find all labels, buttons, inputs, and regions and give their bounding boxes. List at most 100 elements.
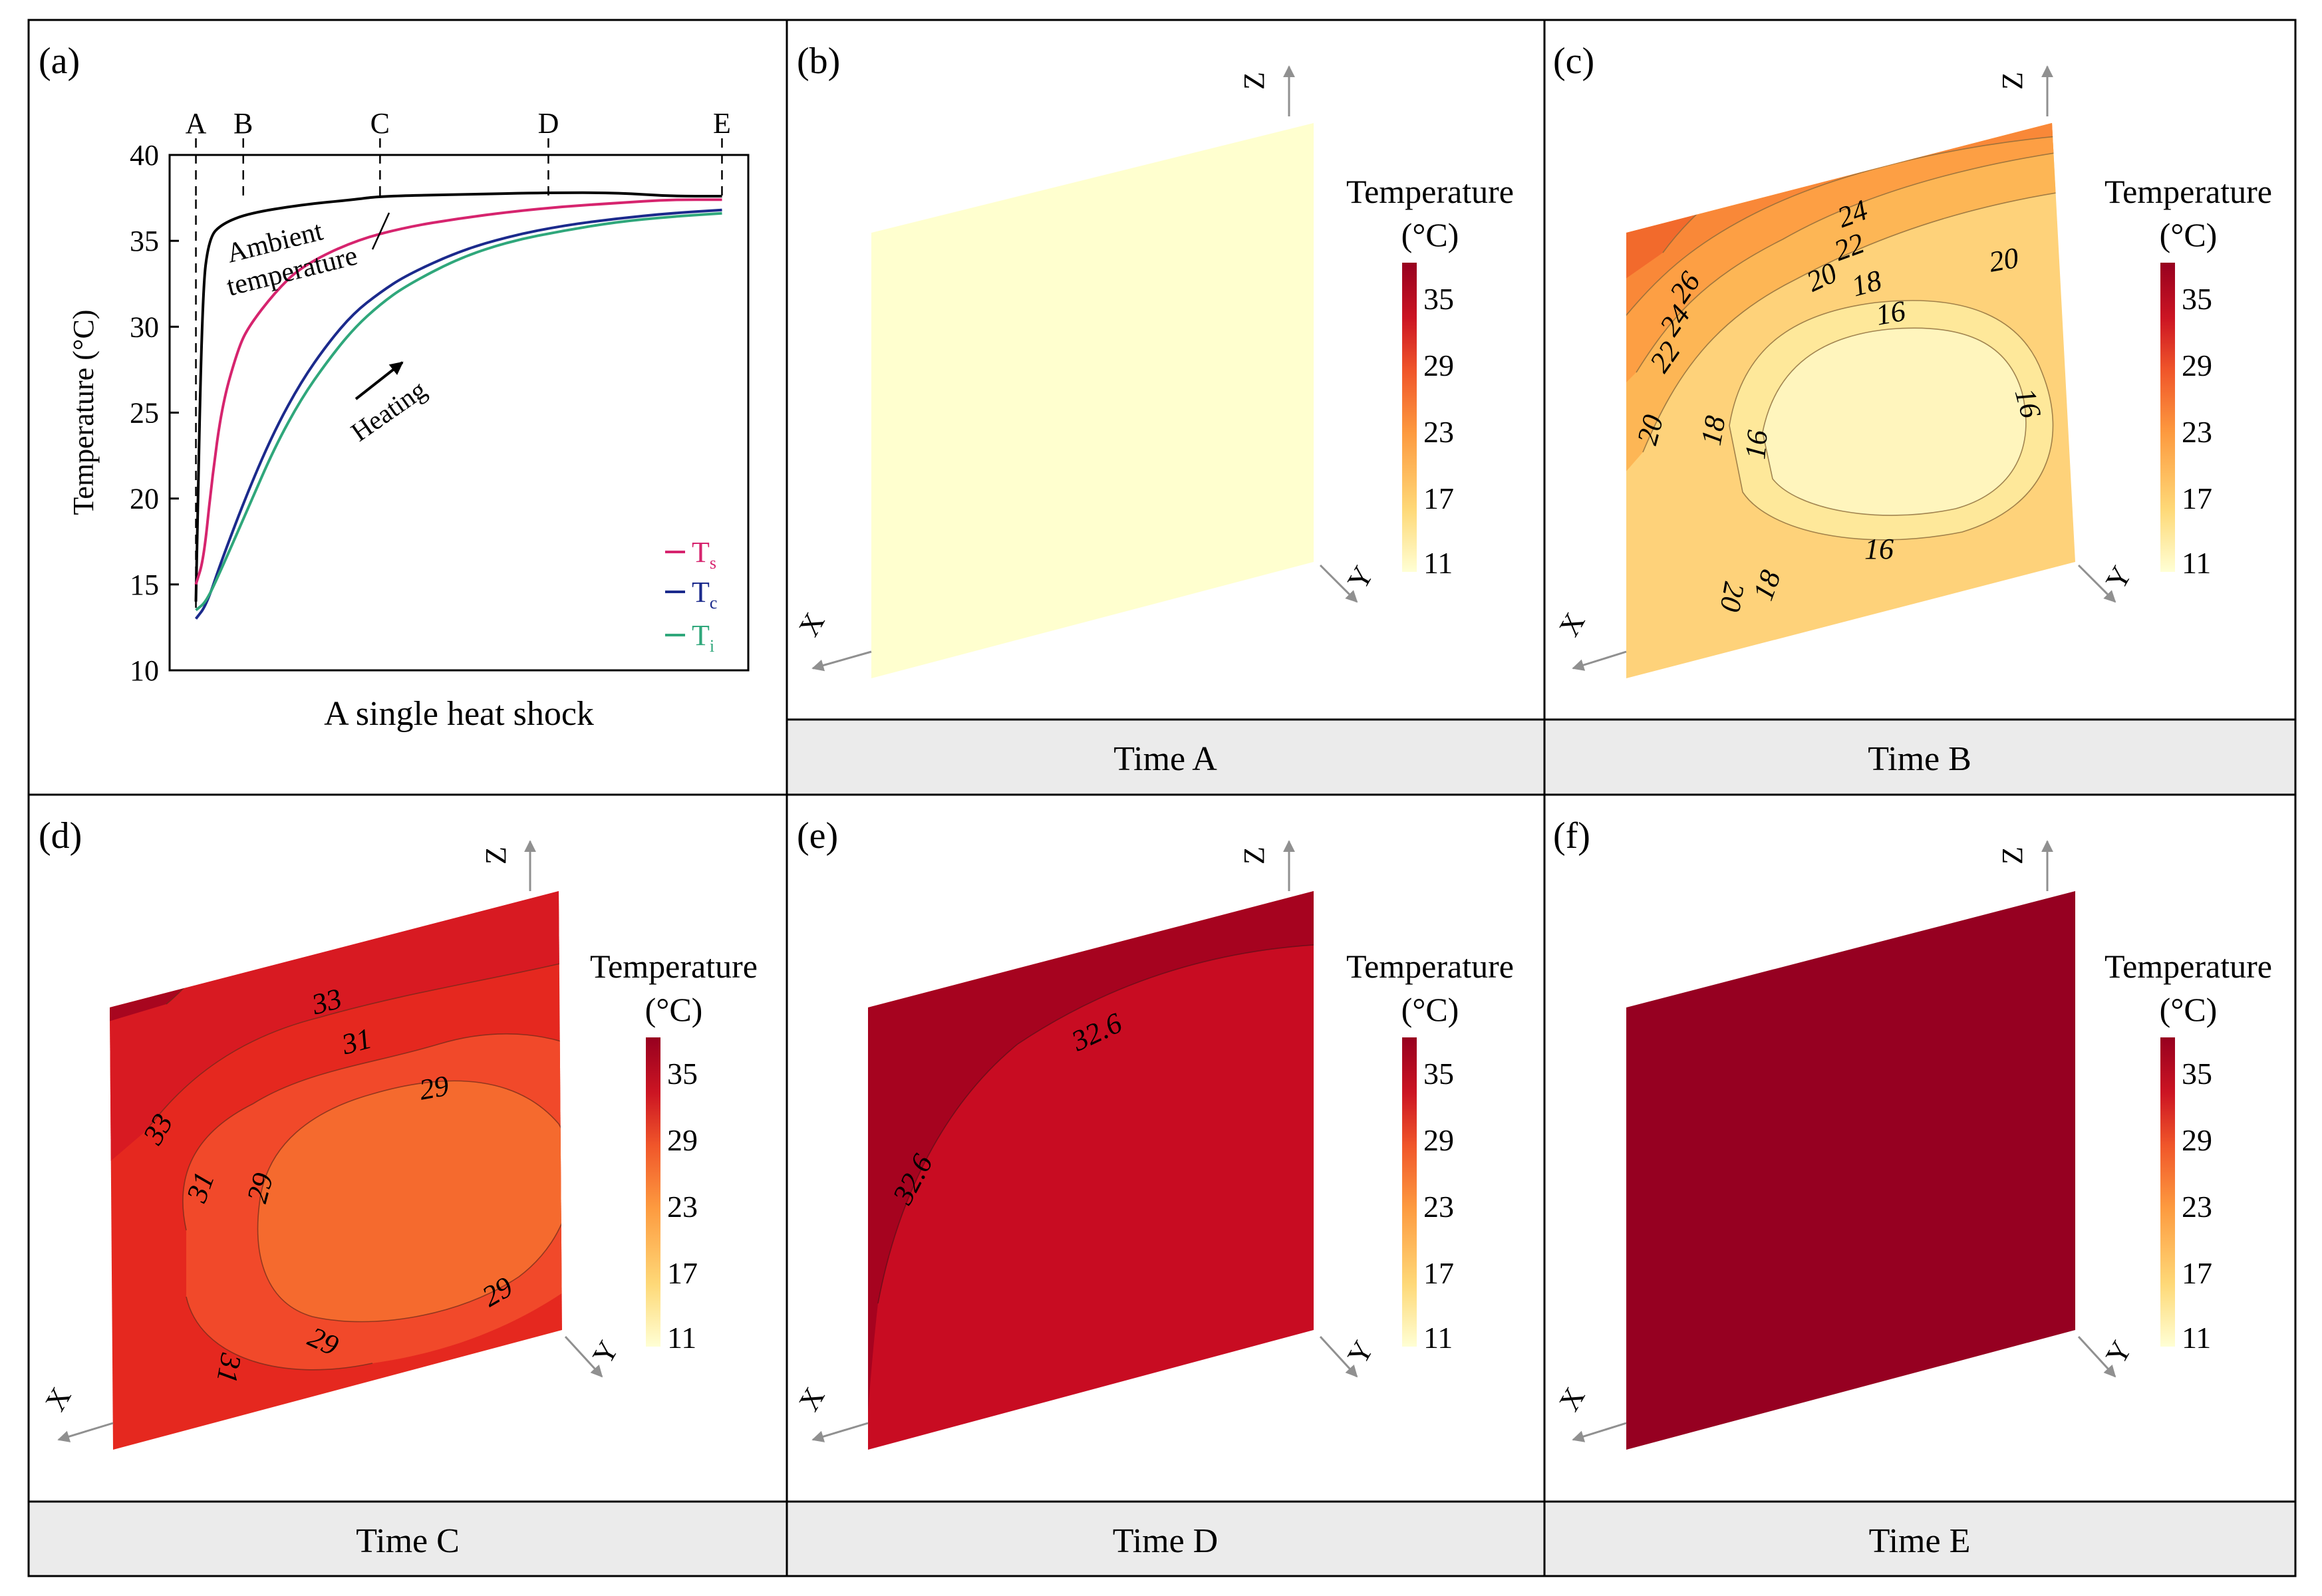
x-axis-label: X <box>1552 1382 1591 1416</box>
colorbar-title-line2: (°C) <box>1401 216 1459 253</box>
colorbar-title-line1: Temperature <box>590 948 758 985</box>
colorbar-tick-11: 11 <box>2182 546 2211 580</box>
panel-label-b: (b) <box>797 41 840 82</box>
x-axis-label: X <box>792 1382 831 1416</box>
y-tick-label: 40 <box>130 139 159 172</box>
surface-time-a <box>871 123 1314 678</box>
colorbar-d: Temperature (°C) 35 29 23 17 11 <box>590 948 758 1355</box>
legend-ti-label: Ti <box>692 619 714 656</box>
colorbar-gradient <box>646 1037 660 1347</box>
panel-label-a: (a) <box>39 41 80 82</box>
x-axis-label: X <box>1552 607 1591 642</box>
y-tick-label: 10 <box>130 654 159 687</box>
y-axis-label: Y <box>2099 561 2138 595</box>
colorbar-tick-17: 17 <box>2182 1256 2212 1290</box>
surface-panel-f: Z Y X <box>1552 840 2138 1450</box>
colorbar-title-line2: (°C) <box>2160 991 2218 1028</box>
legend-ts-label: Ts <box>692 536 716 573</box>
panel-label-f: (f) <box>1553 815 1590 857</box>
colorbar-title-line2: (°C) <box>645 991 703 1028</box>
caption-bg-c <box>1543 718 2297 796</box>
x-axis-arrow <box>57 1422 114 1442</box>
y-axis-label: Temperature (°C) <box>67 310 100 515</box>
colorbar-tick-35: 35 <box>2182 1057 2212 1091</box>
contour-label-c-16: 20 <box>1713 580 1751 614</box>
surface-panel-c: 26 24 22 20 18 16 24 22 20 18 16 20 16 1… <box>1552 65 2138 678</box>
time-marker-label-c: C <box>370 107 390 140</box>
z-axis-label: Z <box>1996 72 2029 90</box>
colorbar-tick-35: 35 <box>2182 282 2212 316</box>
time-marker-label-b: B <box>233 107 253 140</box>
series-line-ts <box>194 198 722 585</box>
panel-label-c: (c) <box>1553 41 1594 82</box>
colorbar-title-line1: Temperature <box>2104 948 2272 985</box>
x-axis-arrow <box>1572 1422 1627 1442</box>
colorbar-tick-23: 23 <box>1423 415 1454 449</box>
colorbar-tick-11: 11 <box>1423 1321 1453 1355</box>
colorbar-tick-35: 35 <box>1423 1057 1454 1091</box>
time-marker-label-e: E <box>713 107 731 140</box>
x-axis-arrow <box>811 1422 869 1442</box>
y-tick-label: 35 <box>130 225 159 257</box>
caption-time-c: Time C <box>356 1522 460 1560</box>
colorbar-tick-29: 29 <box>667 1123 698 1157</box>
caption-bg-f <box>1543 1500 2297 1577</box>
colorbar-b: Temperature (°C) 35 29 23 17 11 <box>1346 173 1514 580</box>
caption-time-e: Time E <box>1869 1522 1971 1560</box>
y-tick-label: 25 <box>130 397 159 430</box>
series-line-ambient-temperature <box>194 191 722 602</box>
y-axis-arrow <box>1319 564 1358 603</box>
colorbar-tick-11: 11 <box>667 1321 696 1355</box>
colorbar-title-line2: (°C) <box>2160 216 2218 253</box>
panel-label-e: (e) <box>797 815 838 857</box>
time-marker-label-a: A <box>186 107 207 140</box>
x-axis-caption: A single heat shock <box>324 695 594 733</box>
series-line-tc <box>194 208 722 620</box>
contour-label-c-5: 18 <box>1695 414 1732 448</box>
colorbar-title-line1: Temperature <box>1346 948 1514 985</box>
caption-time-b: Time B <box>1868 740 1971 778</box>
x-axis-label: X <box>39 1382 77 1416</box>
y-tick-label: 30 <box>130 311 159 343</box>
x-axis-arrow <box>811 650 872 672</box>
colorbar-tick-29: 29 <box>2182 348 2212 382</box>
contour-label-d-9: 31 <box>210 1351 247 1386</box>
surface-panel-b: Z Y X <box>792 65 1380 678</box>
z-axis-label: Z <box>1996 847 2029 864</box>
colorbar-title-line1: Temperature <box>2104 173 2272 210</box>
colorbar-title-line2: (°C) <box>1401 991 1459 1028</box>
colorbar-e: Temperature (°C) 35 29 23 17 11 <box>1346 948 1514 1355</box>
caption-strips <box>27 718 2297 1577</box>
x-axis-arrow <box>1572 650 1627 671</box>
contour-label-c-14: 16 <box>1864 533 1894 565</box>
z-axis-label: Z <box>1238 72 1270 90</box>
y-tick-label: 15 <box>130 569 159 601</box>
z-axis-label: Z <box>480 847 512 864</box>
caption-time-d: Time D <box>1113 1522 1218 1560</box>
heating-label: Heating <box>345 374 432 447</box>
y-axis-label: Y <box>1341 561 1379 595</box>
colorbar-tick-17: 17 <box>1423 1256 1454 1290</box>
legend: Ts Tc Ti <box>665 536 717 656</box>
colorbar-tick-29: 29 <box>1423 1123 1454 1157</box>
colorbar-gradient <box>1402 1037 1417 1347</box>
colorbar-c: Temperature (°C) 35 29 23 17 11 <box>2104 173 2272 580</box>
colorbar-tick-29: 29 <box>1423 348 1454 382</box>
surface-time-e <box>1626 891 2075 1450</box>
contour-label-c-12: 20 <box>1987 241 2021 279</box>
time-marker-label-d: D <box>538 107 559 140</box>
x-axis-label: X <box>792 607 831 642</box>
y-tick-label: 20 <box>130 483 159 515</box>
colorbar-f: Temperature (°C) 35 29 23 17 11 <box>2104 948 2272 1355</box>
colorbar-gradient <box>1402 263 1417 572</box>
colorbar-tick-17: 17 <box>667 1256 698 1290</box>
y-axis-arrow <box>564 1335 603 1378</box>
caption-time-a: Time A <box>1113 740 1217 778</box>
colorbar-tick-23: 23 <box>2182 415 2212 449</box>
colorbar-tick-35: 35 <box>1423 282 1454 316</box>
caption-bg-e <box>786 1500 1546 1577</box>
series-line-ti <box>195 211 722 612</box>
colorbar-gradient <box>2160 1037 2175 1347</box>
panel-label-d: (d) <box>39 815 82 857</box>
